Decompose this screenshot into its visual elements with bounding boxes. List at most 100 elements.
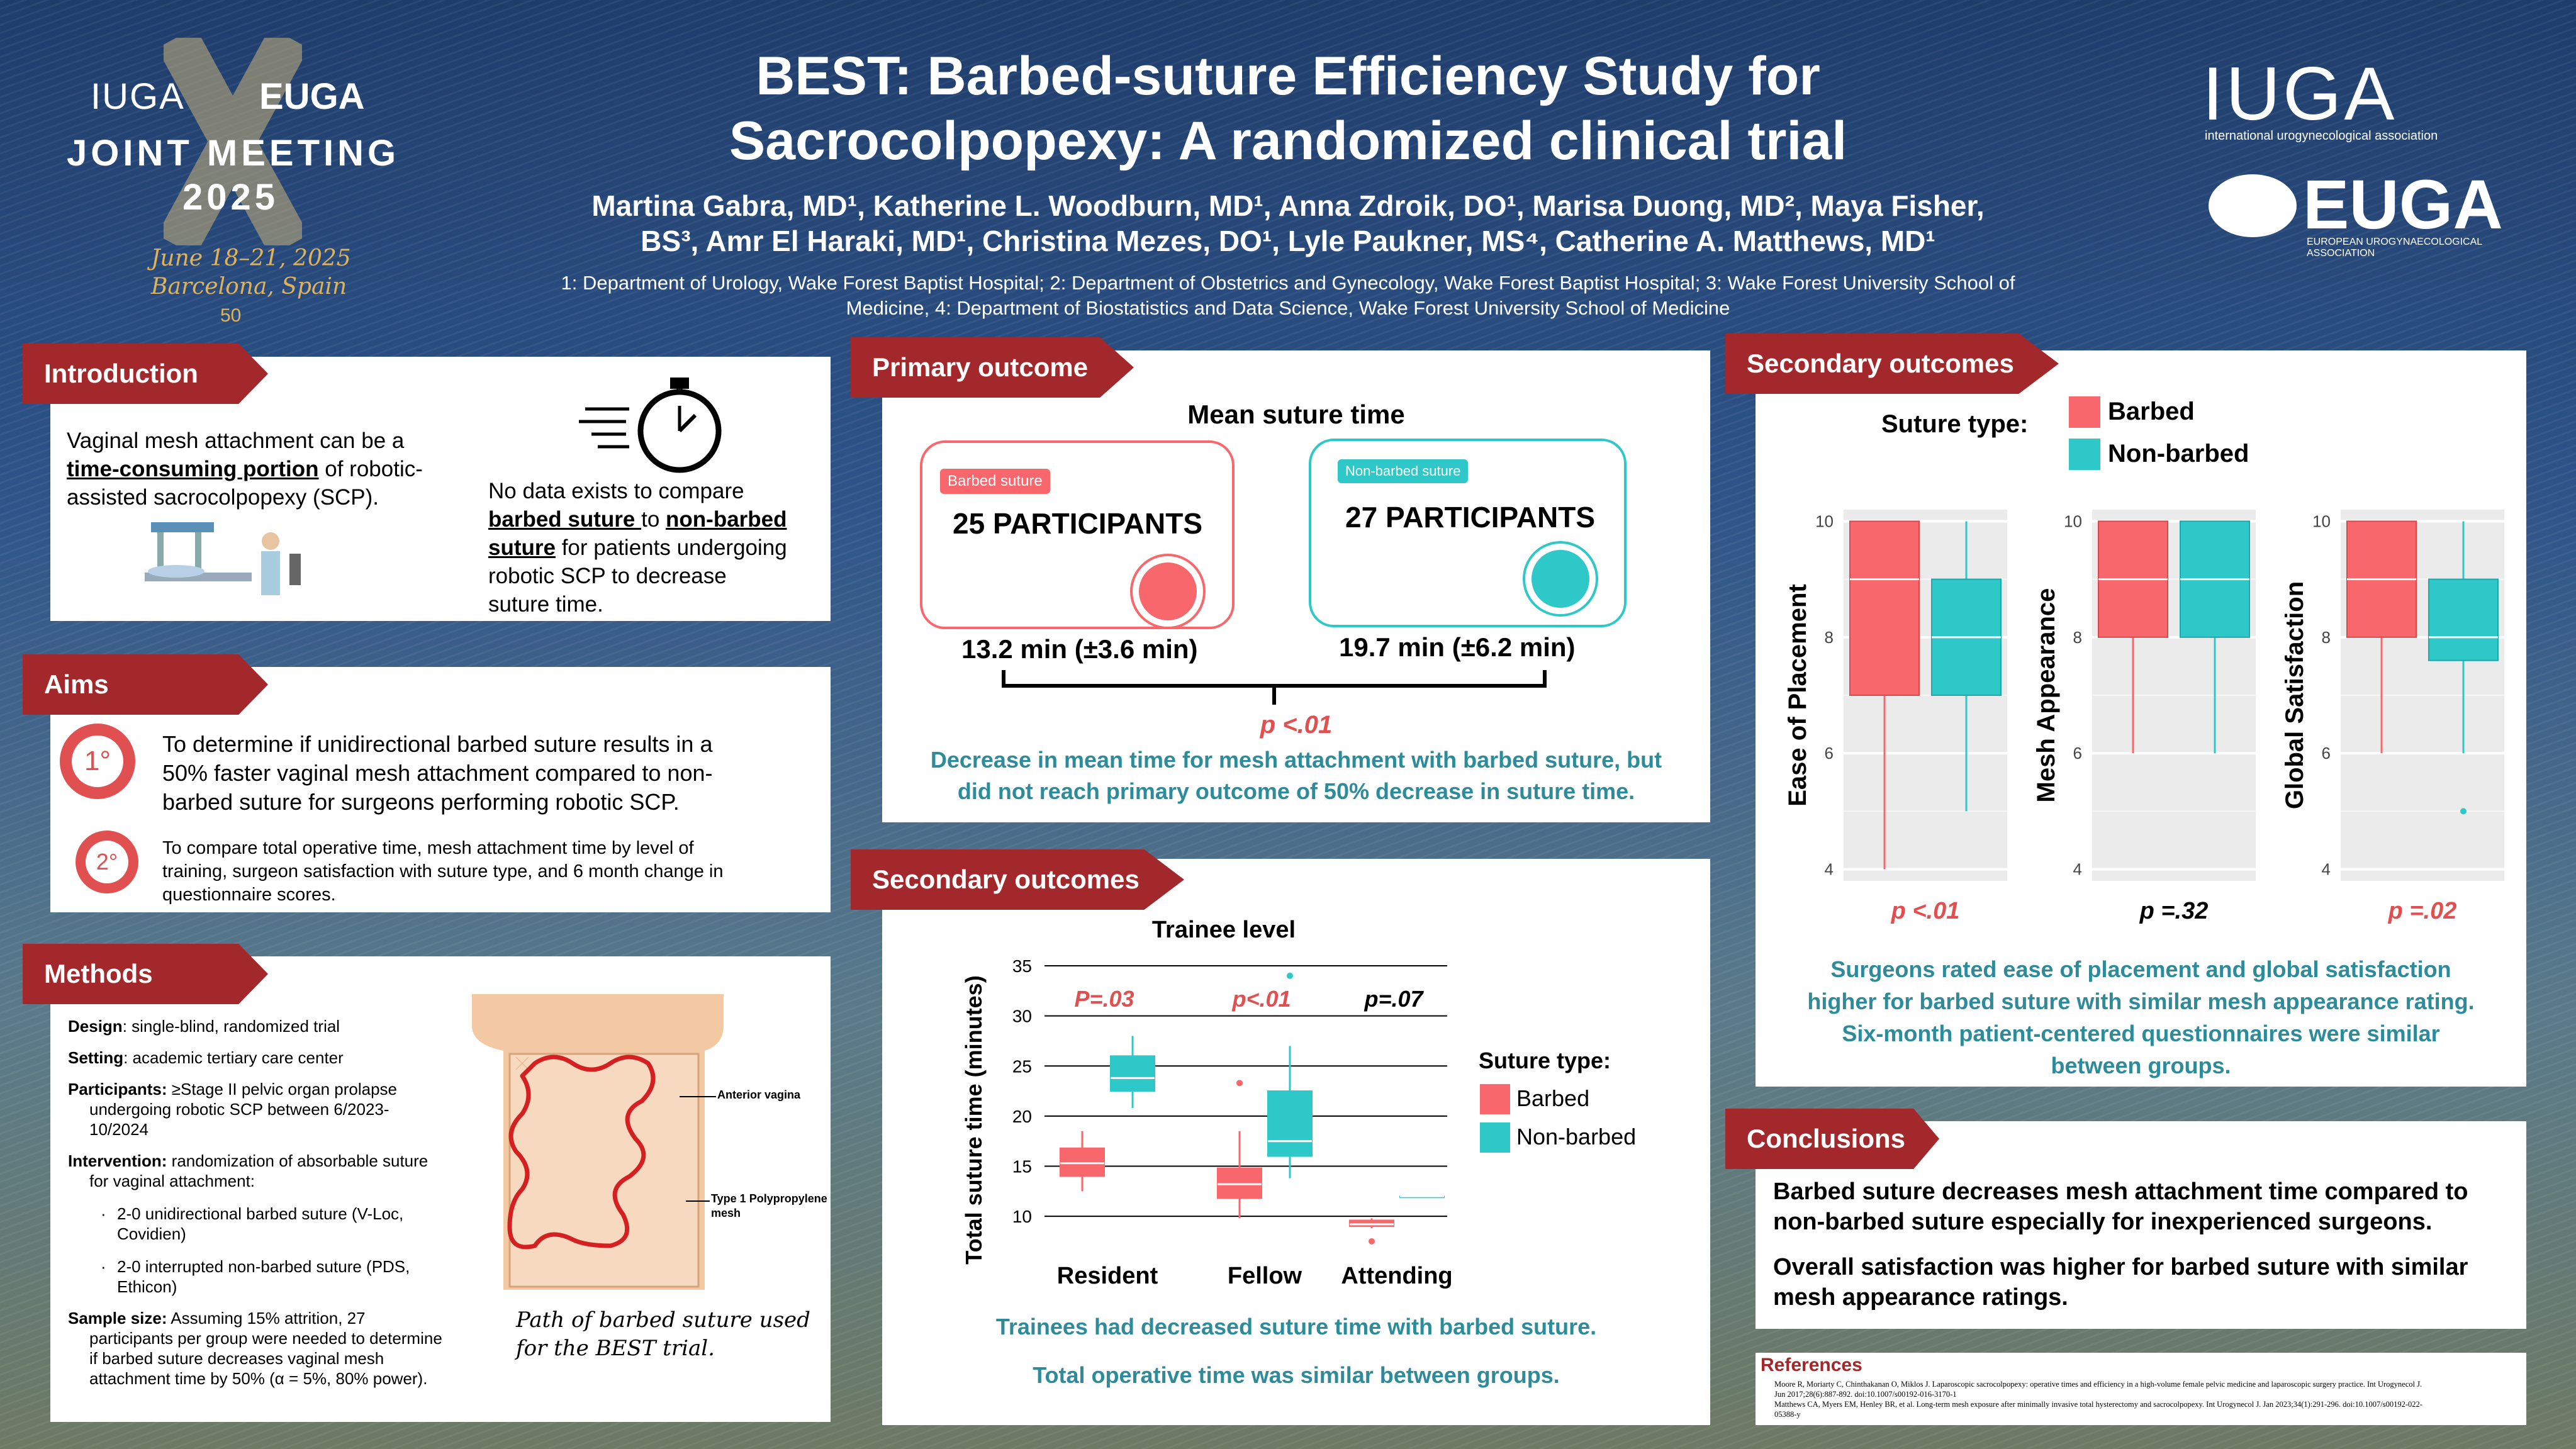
- satisfaction-charts: 4 6 8 10 Ease of Placement p <.01 4 6 8 10 Mesh Ap…: [1756, 484, 2526, 937]
- label-mesh-b: mesh: [711, 1207, 741, 1219]
- nonbarbed-suture-icon: [1523, 541, 1598, 617]
- methods-text: Design: single-blind, randomized trial S…: [68, 1017, 442, 1388]
- barbed-suture-icon: [1130, 554, 1206, 629]
- secondary-right-conclusion-1: Surgeons rated ease of placement and glo…: [1830, 956, 2451, 982]
- nonbarbed-tag: Non-barbed suture: [1338, 459, 1469, 483]
- authors-line2: BS³, Amr El Haraki, MD¹, Christina Mezes…: [641, 225, 1935, 257]
- barbed-tag: Barbed suture: [940, 469, 1050, 494]
- secondary-right-conclusion-2: higher for barbed suture with similar me…: [1807, 988, 2475, 1014]
- trainee-chart-ylabel: Total suture time (minutes): [961, 975, 987, 1264]
- primary-p-value: p <.01: [1260, 711, 1333, 739]
- methods-header: Methods: [23, 944, 268, 1004]
- nonbarbed-time: 19.7 min (±6.2 min): [1339, 632, 1576, 662]
- secondary-mid-conclusion-2: Total operative time was similar between…: [1033, 1362, 1560, 1388]
- trainee-legend-barbed-swatch: [1480, 1084, 1510, 1114]
- references-text: Moore R, Moriarty C, Chinthakanan O, Mik…: [1774, 1380, 2422, 1419]
- satisfaction-pvalue-1: p =.32: [2139, 898, 2209, 924]
- satisfaction-ytick-0-4: 4: [1825, 860, 1834, 879]
- references-panel: [1756, 1353, 2526, 1425]
- satisfaction-ytick-2-8: 8: [2322, 628, 2331, 647]
- trainee-ytick-30: 30: [1012, 1007, 1032, 1026]
- comparison-bracket: [1000, 667, 1548, 711]
- secondary-mid-conclusion-1: Trainees had decreased suture time with …: [995, 1314, 1597, 1340]
- euga-logo-sub: EUROPEAN UROGYNAECOLOGICAL ASSOCIATION: [2307, 237, 2482, 259]
- barbed-card: [920, 440, 1235, 629]
- right-legend-barbed-label: Barbed: [2108, 398, 2195, 425]
- conclusion-1: Barbed suture decreases mesh attachment …: [1773, 1178, 2468, 1235]
- diagram-caption-2: for the BEST trial.: [516, 1336, 715, 1361]
- diagram-caption-1: Path of barbed suture used: [516, 1307, 810, 1333]
- primary-title: Mean suture time: [1187, 400, 1405, 429]
- euga-logo-name: EUGA: [2303, 166, 2503, 243]
- satisfaction-pvalue-2: p =.02: [2388, 898, 2457, 924]
- aim-1-number: 1°: [72, 736, 123, 787]
- primary-outcome-header: Primary outcome: [851, 337, 1134, 398]
- intro-text-2: No data exists to compare barbed suture …: [488, 479, 787, 617]
- satisfaction-chart-0: 4 6 8 10 Ease of Placement p <.01: [1784, 510, 2007, 924]
- trainee-chart-title: Trainee level: [1152, 917, 1296, 943]
- trainee-pvalue-attending: p=.07: [1364, 986, 1424, 1012]
- aim-2-number: 2°: [86, 841, 128, 883]
- satisfaction-ytick-1-6: 6: [2073, 744, 2082, 763]
- trainee-nonbarbed-resident-box: [1110, 1055, 1155, 1092]
- logo-year: 2025: [182, 177, 279, 218]
- nonbarbed-card: [1309, 439, 1627, 627]
- references-header: References: [1761, 1355, 1862, 1375]
- satisfaction-ytick-2-10: 10: [2312, 512, 2331, 530]
- intro-text-1: Vaginal mesh attachment can be a time-co…: [67, 428, 423, 510]
- satisfaction-ytick-1-10: 10: [2064, 512, 2082, 530]
- trainee-barbed-resident-box: [1060, 1147, 1105, 1177]
- barbed-time: 13.2 min (±3.6 min): [961, 634, 1198, 664]
- authors-line1: Martina Gabra, MD¹, Katherine L. Woodbur…: [591, 189, 1985, 222]
- trainee-barbed-fellow-outlier-0: [1236, 1080, 1243, 1087]
- x-mark-icon: [157, 27, 309, 256]
- satisfaction-ytick-2-4: 4: [2322, 860, 2331, 879]
- secondary-right-conclusion-3: Six-month patient-centered questionnaire…: [1842, 1021, 2440, 1046]
- logo-euga-text: EUGA: [259, 76, 365, 117]
- conclusions-header: Conclusions: [1725, 1109, 1939, 1169]
- secondary-right-header: Secondary outcomes: [1725, 333, 2059, 394]
- satisfaction-ytick-1-8: 8: [2073, 628, 2082, 647]
- label-line-1: [680, 1096, 716, 1097]
- trainee-chart: Trainee level Total suture time (minutes…: [944, 912, 1510, 1315]
- trainee-ytick-35: 35: [1012, 956, 1032, 976]
- primary-conclusion-2: did not reach primary outcome of 50% dec…: [957, 778, 1635, 804]
- satisfaction-boxplots-svg: 4 6 8 10 Ease of Placement p <.01 4 6 8 10 Mesh Ap…: [1784, 510, 2504, 924]
- trainee-ytick-20: 20: [1012, 1107, 1032, 1126]
- satisfaction-barbed-0-box: [1849, 520, 1920, 696]
- satisfaction-ylabel-2: Global Satisfaction: [2281, 581, 2309, 809]
- satisfaction-ytick-0-10: 10: [1815, 512, 1834, 530]
- meeting-logo: IUGA EUGA JOINT MEETING 2025 June 18–21,…: [57, 27, 409, 333]
- satisfaction-ytick-1-4: 4: [2073, 860, 2082, 879]
- aims-header: Aims: [23, 654, 268, 715]
- right-legend-barbed-swatch: [2069, 396, 2100, 428]
- trainee-legend-barbed-label: Barbed: [1516, 1085, 1590, 1111]
- satisfaction-ytick-0-8: 8: [1825, 628, 1834, 647]
- label-anterior-vagina: Anterior vagina: [717, 1088, 801, 1101]
- poster-title-line1: BEST: Barbed-suture Efficiency Study for: [756, 46, 1820, 106]
- right-legend-title: Suture type:: [1881, 410, 2029, 438]
- satisfaction-ylabel-1: Mesh Appearance: [2032, 588, 2060, 803]
- trainee-barbed-attending-box: [1349, 1219, 1394, 1228]
- conclusion-2: Overall satisfaction was higher for barb…: [1773, 1254, 2468, 1311]
- trainee-pvalue-resident: P=.03: [1074, 986, 1134, 1012]
- satisfaction-nonbarbed-2-outlier-0: [2460, 808, 2467, 815]
- trainee-nonbarbed-fellow-box: [1267, 1090, 1313, 1157]
- robot-surgery-illustration: [138, 516, 302, 610]
- affiliations-line1: 1: Department of Urology, Wake Forest Ba…: [561, 272, 2015, 294]
- barbed-participants: 25 PARTICIPANTS: [953, 507, 1203, 540]
- aim-1-text: To determine if unidirectional barbed su…: [162, 731, 713, 815]
- logo-dates: June 18–21, 2025: [151, 245, 351, 271]
- trainee-xtick-resident: Resident: [1057, 1263, 1158, 1289]
- trainee-legend-nonbarbed-swatch: [1480, 1122, 1510, 1153]
- mesh-suture-diagram: [466, 994, 730, 1290]
- nonbarbed-participants: 27 PARTICIPANTS: [1345, 501, 1596, 534]
- trainee-nonbarbed-fellow-outlier-0: [1287, 972, 1293, 979]
- introduction-header: Introduction: [23, 344, 268, 404]
- right-legend-nonbarbed-label: Non-barbed: [2108, 440, 2249, 467]
- satisfaction-pvalue-0: p <.01: [1891, 898, 1960, 924]
- satisfaction-nonbarbed-2-box: [2428, 578, 2499, 661]
- trainee-barbed-fellow-box: [1217, 1167, 1262, 1199]
- satisfaction-chart-2: 4 6 8 10 Global Satisfaction p =.02: [2281, 510, 2504, 924]
- logo-iuga-text: IUGA: [91, 76, 185, 117]
